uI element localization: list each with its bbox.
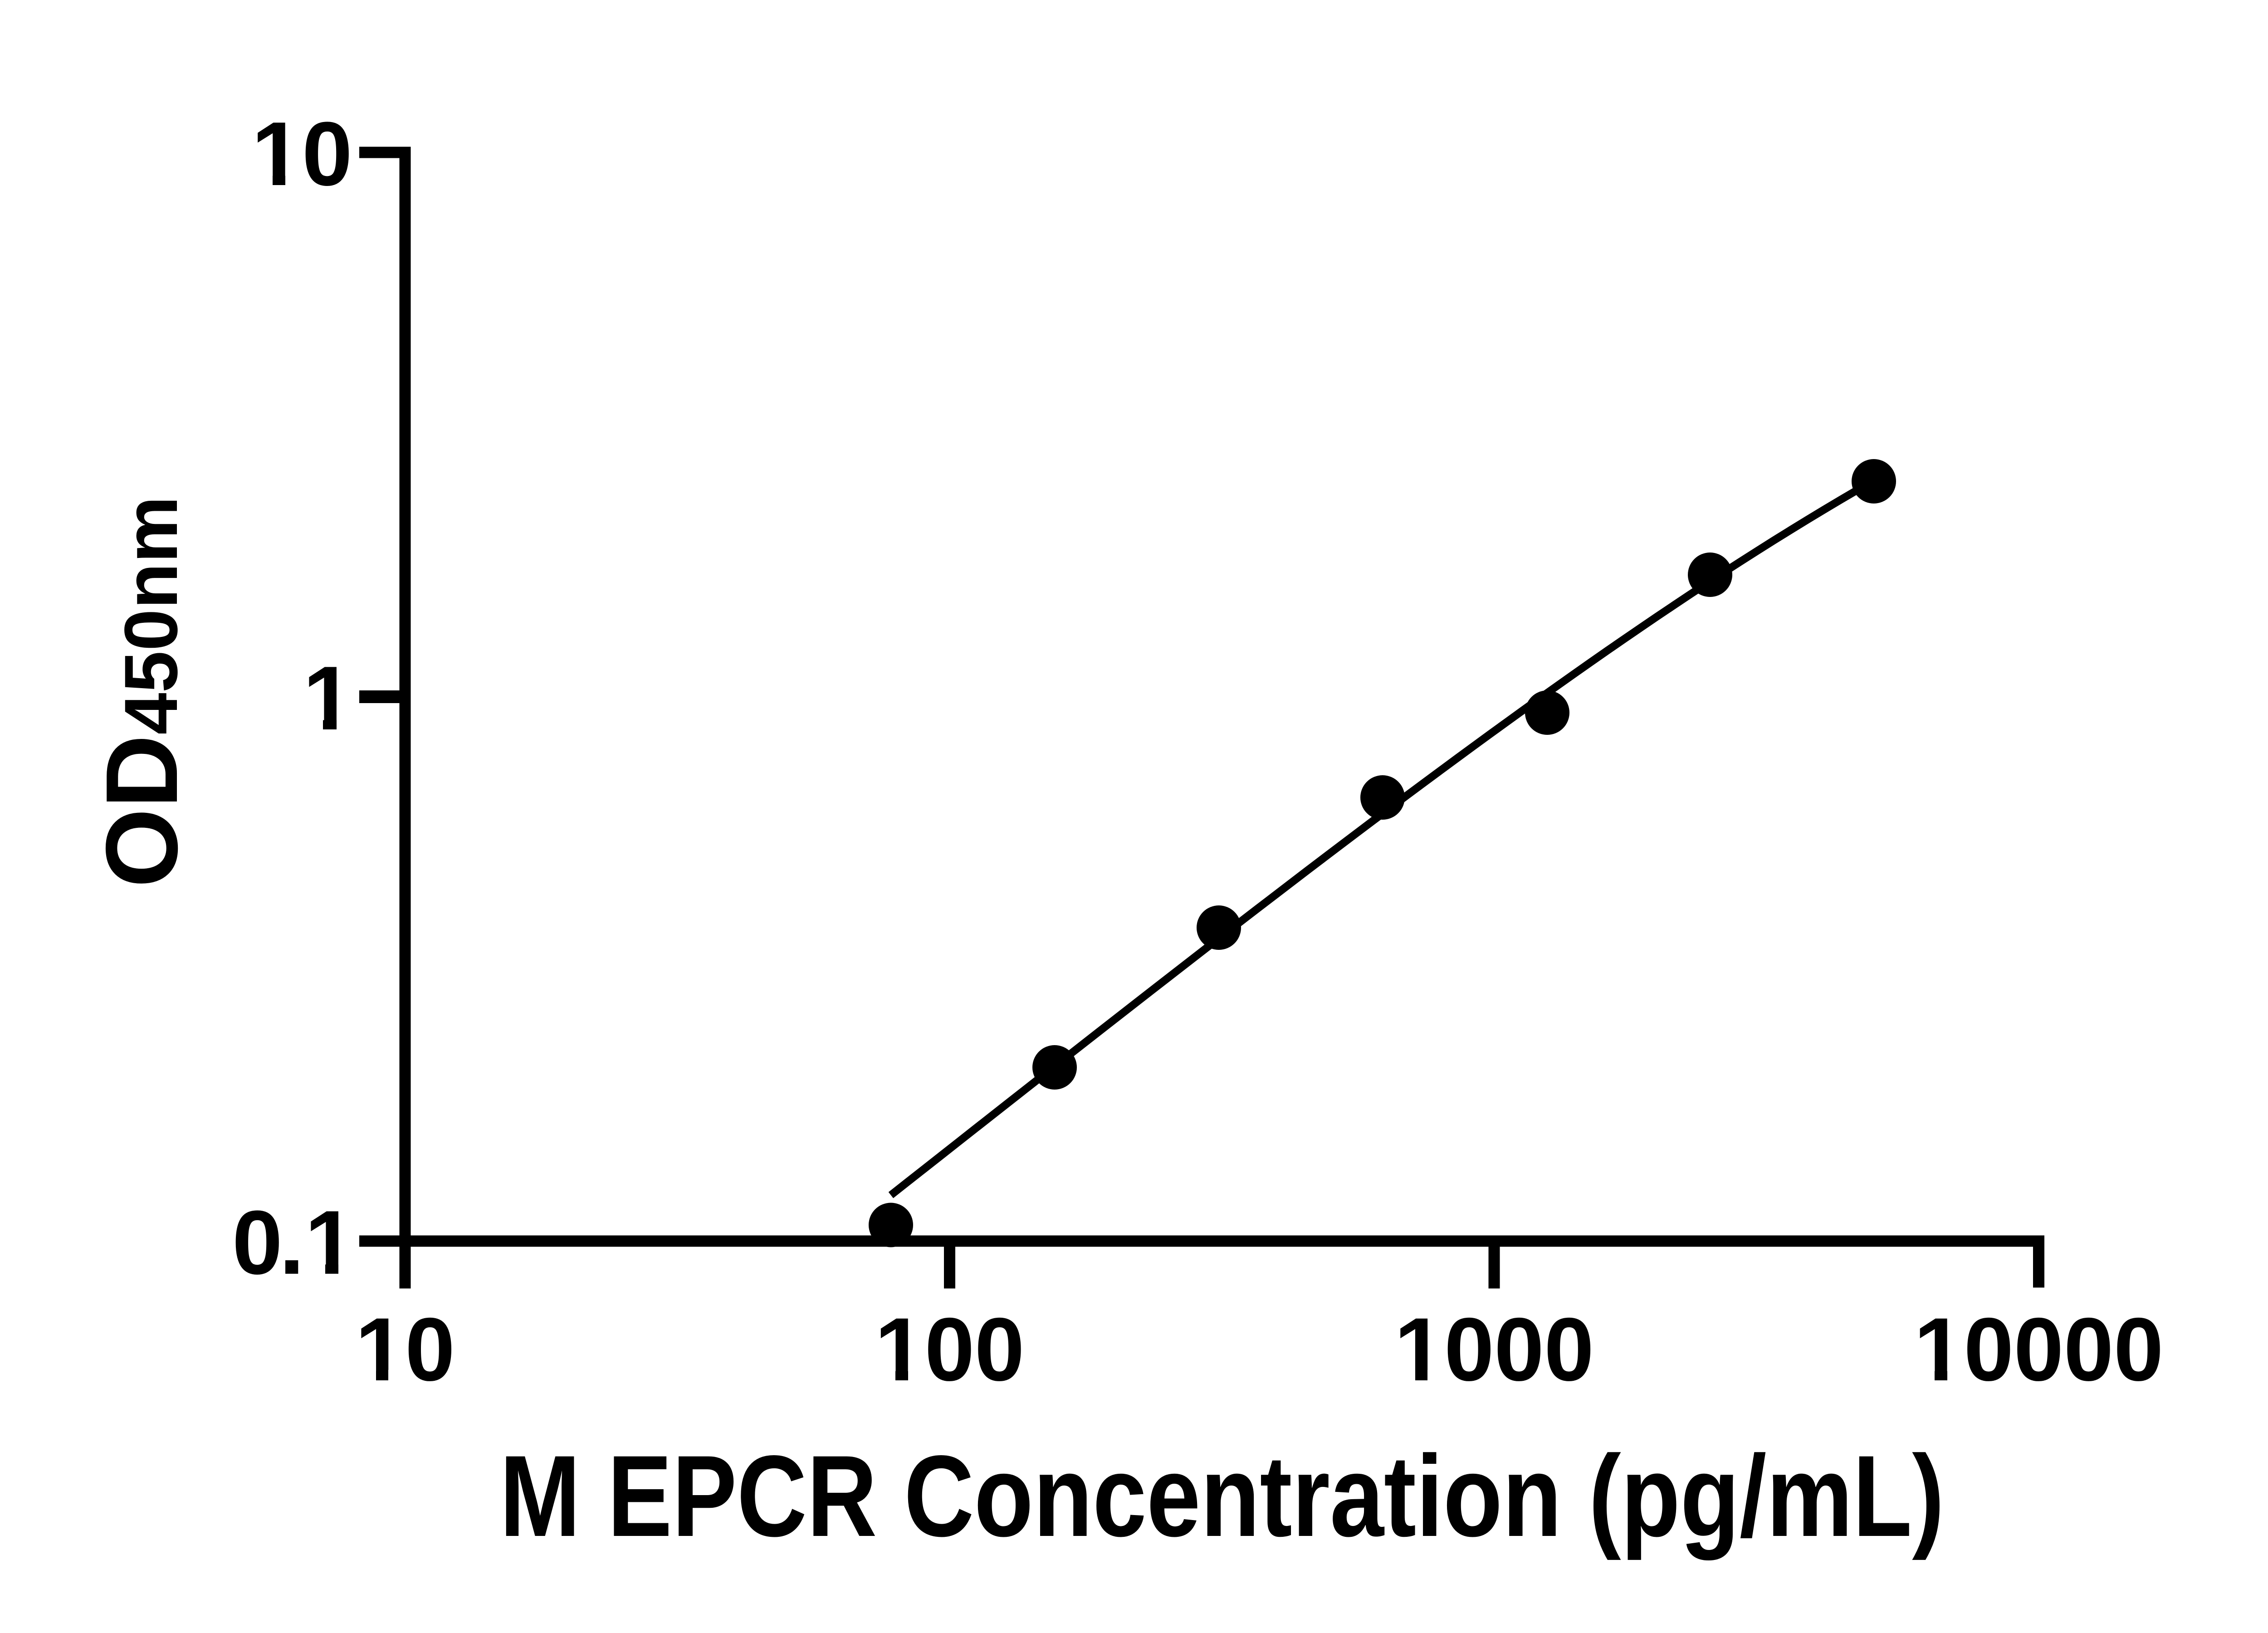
svg-text:0.1: 0.1 bbox=[232, 1192, 355, 1293]
svg-text:10: 10 bbox=[252, 103, 352, 205]
svg-text:M EPCR Concentration (pg/mL): M EPCR Concentration (pg/mL) bbox=[500, 1432, 1945, 1561]
svg-text:1000: 1000 bbox=[1394, 1299, 1594, 1399]
svg-text:10000: 10000 bbox=[1914, 1299, 2164, 1399]
svg-text:1: 1 bbox=[303, 648, 353, 749]
svg-text:10: 10 bbox=[355, 1299, 455, 1399]
svg-text:100: 100 bbox=[875, 1299, 1024, 1399]
